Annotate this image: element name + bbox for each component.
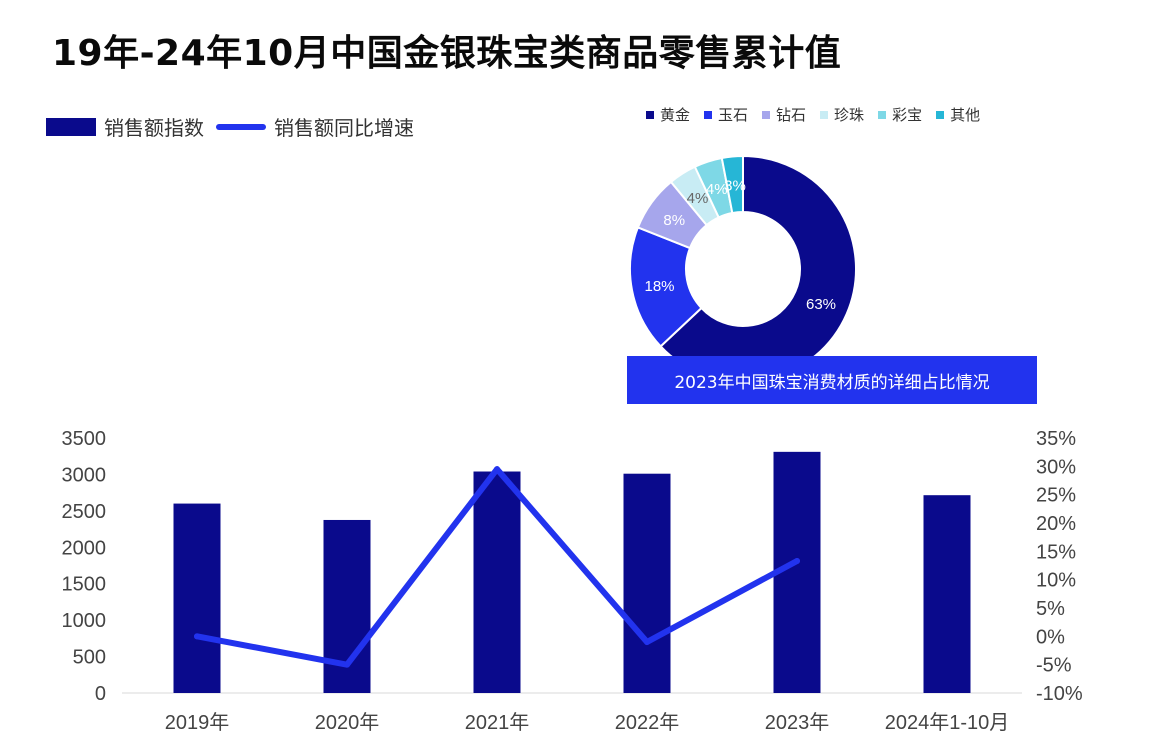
donut-legend-label: 钻石 bbox=[776, 106, 807, 124]
y-right-tick-label: 30% bbox=[1036, 456, 1076, 478]
y-left-tick-label: 1000 bbox=[62, 610, 107, 632]
y-left-tick-label: 2500 bbox=[62, 501, 107, 523]
x-tick-label: 2021年 bbox=[465, 711, 530, 734]
donut-legend-item: 黄金 bbox=[646, 104, 690, 125]
donut-slice-label: 4% bbox=[706, 181, 728, 198]
bar bbox=[473, 471, 521, 693]
y-right-tick-label: 35% bbox=[1036, 428, 1076, 450]
bar bbox=[623, 473, 671, 693]
donut-legend-item: 彩宝 bbox=[878, 104, 922, 125]
donut-legend-label: 彩宝 bbox=[892, 106, 923, 124]
y-right-tick-label: -5% bbox=[1036, 655, 1072, 677]
bar-legend-swatch bbox=[46, 117, 96, 136]
donut-legend-label: 玉石 bbox=[718, 106, 749, 124]
donut-legend-item: 玉石 bbox=[704, 104, 748, 125]
donut-legend-label: 其他 bbox=[950, 106, 981, 124]
line-legend-label: 销售额同比增速 bbox=[274, 116, 414, 140]
y-right-tick-label: 5% bbox=[1036, 598, 1065, 620]
donut-legend: 黄金 玉石 钻石 珍珠 彩宝 其他 bbox=[646, 104, 994, 125]
y-right-tick-label: -10% bbox=[1036, 683, 1083, 705]
donut-legend-swatch bbox=[820, 110, 829, 119]
bar-legend-label: 销售额指数 bbox=[104, 116, 204, 140]
y-left-tick-label: 2000 bbox=[62, 537, 107, 559]
x-tick-label: 2019年 bbox=[165, 711, 230, 734]
y-right-tick-label: 10% bbox=[1036, 570, 1076, 592]
line-point bbox=[644, 639, 650, 645]
chart-title: 19年-24年10月中国金银珠宝类商品零售累计值 bbox=[52, 33, 842, 74]
y-left-tick-label: 3500 bbox=[62, 428, 107, 450]
x-tick-label: 2024年1-10月 bbox=[885, 711, 1010, 734]
donut-legend-label: 珍珠 bbox=[834, 106, 865, 124]
donut-slice-label: 4% bbox=[687, 190, 709, 207]
donut-slice-label: 3% bbox=[724, 177, 746, 194]
bar bbox=[923, 495, 971, 693]
main-legend: 销售额指数 销售额同比增速 bbox=[46, 112, 414, 141]
donut-legend-item: 其他 bbox=[936, 104, 980, 125]
donut-caption: 2023年中国珠宝消费材质的详细占比情况 bbox=[627, 356, 1037, 404]
bar bbox=[173, 503, 221, 693]
y-right-tick-label: 25% bbox=[1036, 485, 1076, 507]
x-tick-label: 2023年 bbox=[765, 711, 830, 734]
donut-legend-swatch bbox=[762, 110, 771, 119]
donut-legend-swatch bbox=[704, 110, 713, 119]
donut-slice-label: 8% bbox=[663, 212, 685, 229]
donut-slice-label: 63% bbox=[806, 296, 836, 313]
donut-legend-item: 钻石 bbox=[762, 104, 806, 125]
y-left-tick-label: 500 bbox=[73, 647, 106, 669]
y-left-tick-label: 0 bbox=[95, 683, 106, 705]
y-right-tick-label: 0% bbox=[1036, 626, 1065, 648]
line-point bbox=[344, 661, 350, 668]
y-right-tick-label: 20% bbox=[1036, 513, 1076, 535]
line-point bbox=[794, 557, 800, 564]
line-point bbox=[194, 633, 200, 640]
donut-legend-swatch bbox=[936, 110, 945, 119]
x-tick-label: 2020年 bbox=[315, 711, 380, 734]
x-tick-label: 2022年 bbox=[615, 711, 680, 734]
donut-legend-swatch bbox=[646, 110, 654, 119]
y-left-tick-label: 3000 bbox=[62, 464, 107, 486]
donut-legend-label: 黄金 bbox=[660, 106, 691, 124]
line-point bbox=[494, 466, 500, 473]
donut-slice bbox=[720, 154, 744, 215]
donut-legend-swatch bbox=[878, 110, 887, 119]
y-right-tick-label: 15% bbox=[1036, 541, 1076, 563]
y-left-tick-label: 1500 bbox=[62, 574, 107, 596]
donut-slice-label: 18% bbox=[644, 278, 674, 295]
donut-legend-item: 珍珠 bbox=[820, 104, 864, 125]
line-legend-swatch bbox=[216, 123, 266, 130]
